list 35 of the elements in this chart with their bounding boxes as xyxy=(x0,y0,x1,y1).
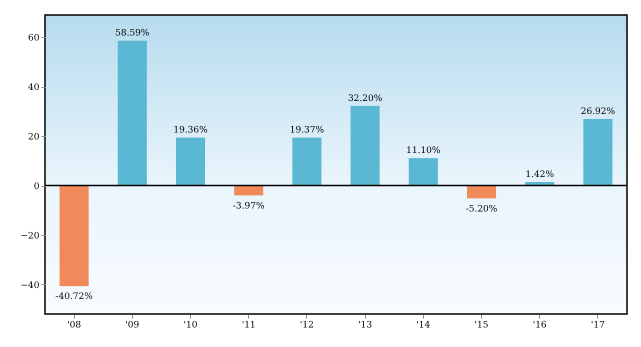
y-tick-label: −40 xyxy=(20,280,40,291)
x-tick-label: '15 xyxy=(474,320,489,330)
x-tick-label: '16 xyxy=(532,320,547,330)
data-label: -3.97% xyxy=(232,201,265,212)
bar xyxy=(176,138,206,186)
y-tick-label: 20 xyxy=(28,132,40,143)
data-label: 1.42% xyxy=(525,170,554,180)
data-label: 19.36% xyxy=(173,126,208,136)
data-label: 26.92% xyxy=(580,106,616,117)
x-tick-label: '13 xyxy=(358,320,372,330)
bar xyxy=(292,138,322,186)
data-label: -40.72% xyxy=(55,292,94,302)
y-tick-label: 60 xyxy=(28,34,40,44)
bar xyxy=(466,186,496,198)
bar xyxy=(234,186,264,196)
y-tick-label: 40 xyxy=(28,83,40,94)
bar xyxy=(583,118,612,186)
x-tick-label: '14 xyxy=(416,320,431,330)
data-label: 32.20% xyxy=(348,94,383,104)
data-label: 58.59% xyxy=(115,28,150,39)
data-label: -5.20% xyxy=(466,204,498,214)
x-tick-label: '12 xyxy=(300,320,314,330)
y-tick-label: 0 xyxy=(34,182,40,192)
bar xyxy=(350,106,380,186)
y-tick-label: −20 xyxy=(20,231,40,242)
x-tick-label: '09 xyxy=(125,320,140,330)
bar xyxy=(118,40,147,186)
bar xyxy=(408,158,438,186)
bar xyxy=(60,186,89,286)
x-tick-label: '10 xyxy=(184,320,198,330)
data-label: 11.10% xyxy=(406,146,441,156)
x-tick-label: '11 xyxy=(242,320,256,330)
x-tick-label: '17 xyxy=(590,320,606,330)
x-tick-label: '08 xyxy=(67,320,82,330)
data-label: 19.37% xyxy=(290,126,324,136)
